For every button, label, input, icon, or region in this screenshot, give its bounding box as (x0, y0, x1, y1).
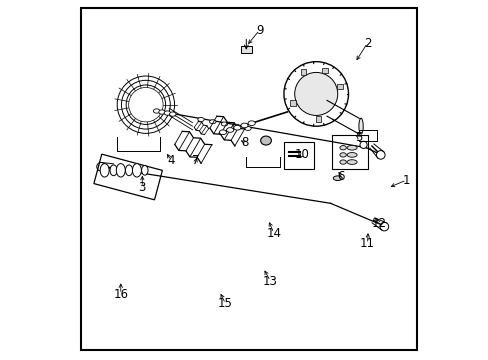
Ellipse shape (219, 130, 226, 135)
Ellipse shape (221, 122, 227, 126)
Ellipse shape (333, 176, 342, 180)
Ellipse shape (125, 165, 132, 176)
Circle shape (294, 72, 337, 116)
Ellipse shape (100, 163, 109, 177)
Ellipse shape (260, 136, 271, 145)
Text: 2: 2 (363, 36, 370, 50)
Text: 15: 15 (218, 297, 232, 310)
Bar (322, 68, 327, 73)
Ellipse shape (339, 160, 346, 164)
Ellipse shape (339, 153, 346, 157)
Ellipse shape (209, 120, 216, 124)
Circle shape (284, 62, 348, 126)
Text: 16: 16 (113, 288, 128, 301)
Ellipse shape (197, 117, 204, 121)
Text: 14: 14 (266, 226, 281, 239)
Text: 4: 4 (167, 154, 174, 167)
Ellipse shape (241, 123, 247, 128)
Ellipse shape (244, 126, 251, 130)
Text: 10: 10 (294, 148, 309, 161)
Circle shape (97, 162, 105, 171)
Ellipse shape (116, 163, 125, 177)
Text: 9: 9 (255, 24, 263, 37)
Ellipse shape (164, 111, 170, 115)
Ellipse shape (233, 124, 239, 128)
Text: 5: 5 (355, 131, 362, 144)
Ellipse shape (233, 125, 241, 130)
Bar (94, 154, 162, 200)
Circle shape (379, 222, 388, 231)
Text: 1: 1 (402, 174, 409, 186)
Bar (337, 84, 343, 89)
Ellipse shape (247, 121, 255, 126)
Ellipse shape (346, 153, 356, 157)
Circle shape (359, 141, 366, 148)
Ellipse shape (226, 128, 233, 132)
Text: 8: 8 (240, 136, 248, 149)
Text: 12: 12 (371, 217, 386, 230)
Ellipse shape (169, 112, 176, 116)
Ellipse shape (346, 145, 356, 150)
Ellipse shape (132, 163, 141, 177)
Bar (300, 69, 306, 75)
Text: 11: 11 (359, 237, 374, 250)
Ellipse shape (339, 145, 346, 150)
Ellipse shape (142, 166, 148, 175)
Ellipse shape (346, 160, 356, 165)
Text: 6: 6 (337, 170, 345, 183)
Circle shape (376, 150, 384, 159)
Bar (315, 116, 321, 122)
Bar (241, 46, 251, 53)
Ellipse shape (110, 165, 117, 176)
Bar (284, 142, 314, 169)
Bar (332, 135, 367, 169)
Text: 13: 13 (263, 275, 277, 288)
Ellipse shape (153, 109, 160, 113)
Ellipse shape (159, 110, 165, 114)
Text: 3: 3 (138, 181, 146, 194)
Text: 7: 7 (192, 154, 200, 167)
Bar (289, 100, 295, 105)
Circle shape (128, 87, 163, 122)
Ellipse shape (358, 118, 363, 134)
